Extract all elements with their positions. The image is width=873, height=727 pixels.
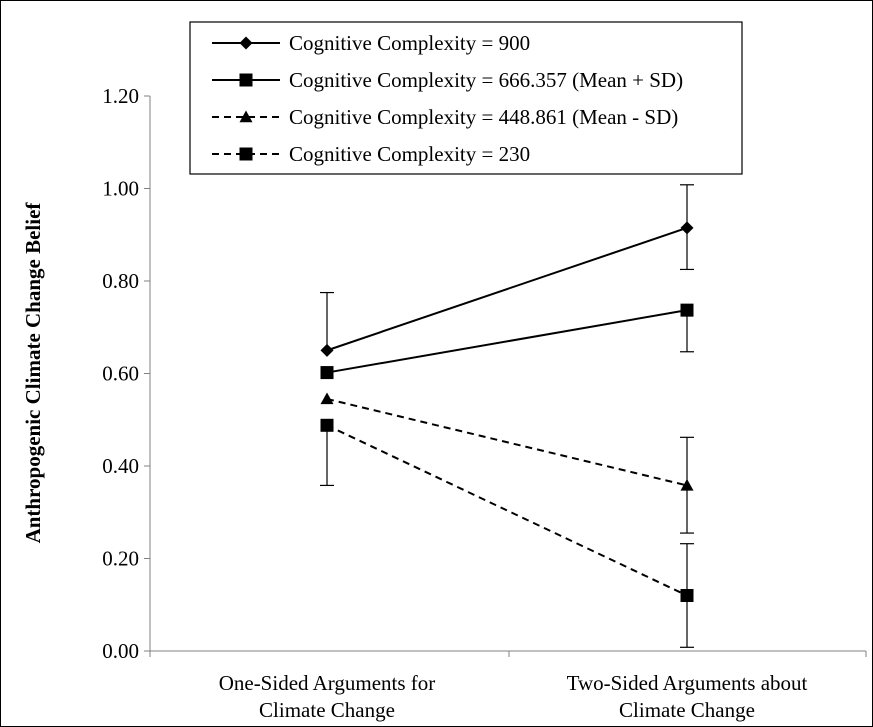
legend-marker (239, 110, 253, 123)
legend-label: Cognitive Complexity = 900 (289, 31, 530, 55)
series-line (326, 397, 688, 487)
data-point (320, 392, 334, 405)
y-tick-label: 0.60 (102, 362, 139, 386)
y-tick-label: 0.80 (102, 269, 139, 293)
y-tick-label: 0.40 (102, 454, 139, 478)
data-point (680, 303, 694, 317)
y-tick-label: 1.00 (102, 177, 139, 201)
series-line (326, 226, 688, 352)
data-point (320, 418, 334, 432)
legend-marker (239, 147, 253, 161)
series-line (326, 309, 688, 374)
x-category-label: Climate Change (259, 698, 395, 722)
data-point (320, 366, 334, 380)
y-axis-title: Anthropogenic Climate Change Belief (21, 202, 45, 544)
legend-label: Cognitive Complexity = 448.861 (Mean - S… (289, 105, 678, 129)
data-point (680, 221, 694, 235)
data-point (320, 343, 334, 357)
x-category-label: Two-Sided Arguments about (567, 671, 808, 695)
legend-box (189, 21, 743, 175)
y-tick-label: 0.20 (102, 547, 139, 571)
legend-marker (239, 36, 253, 50)
series-line (326, 424, 688, 597)
x-category-label: One-Sided Arguments for (219, 671, 436, 695)
legend-label: Cognitive Complexity = 230 (289, 142, 530, 166)
legend-label: Cognitive Complexity = 666.357 (Mean + S… (289, 68, 683, 92)
y-tick-label: 1.20 (102, 84, 139, 108)
data-point (680, 589, 694, 602)
data-point (680, 478, 694, 491)
legend-marker (239, 73, 253, 87)
y-tick-label: 0.00 (102, 639, 139, 663)
x-category-label: Climate Change (619, 698, 755, 722)
